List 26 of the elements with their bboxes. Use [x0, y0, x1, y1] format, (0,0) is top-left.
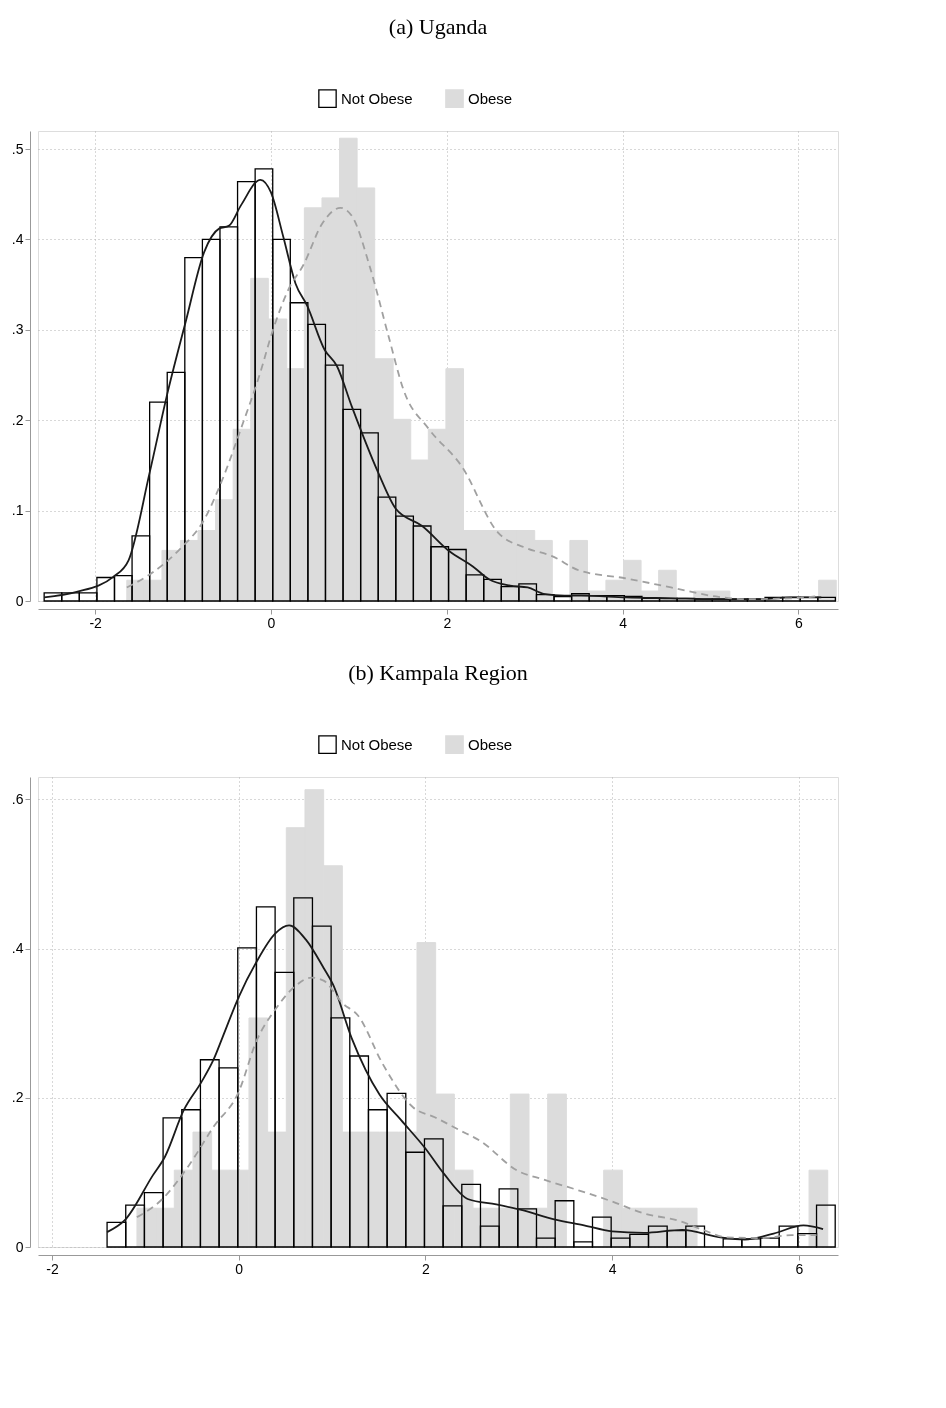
- x-tick-label: 4: [619, 614, 628, 631]
- y-tick-label: .3: [11, 321, 24, 338]
- y-tick-label: 0: [15, 592, 24, 609]
- x-tick-label: -2: [46, 1260, 59, 1277]
- legend-label: Not Obese: [341, 735, 413, 753]
- y-tick-label: .4: [11, 230, 24, 247]
- x-tick-label: 2: [443, 614, 452, 631]
- y-tick-label: .2: [11, 1089, 24, 1106]
- x-tick-label: 6: [795, 614, 804, 631]
- legend-label: Obese: [468, 735, 513, 753]
- x-tick-label: 4: [608, 1260, 617, 1277]
- x-tick-label: 0: [267, 614, 276, 631]
- y-tick-label: .1: [11, 502, 24, 519]
- x-tick-label: 6: [795, 1260, 804, 1277]
- y-tick-label: .4: [11, 940, 24, 957]
- y-tick-label: .6: [11, 790, 24, 807]
- x-tick-label: 0: [235, 1260, 244, 1277]
- x-tick-label: -2: [89, 614, 103, 631]
- x-tick-label: 2: [422, 1260, 430, 1277]
- y-tick-label: .2: [11, 411, 24, 428]
- y-tick-label: 0: [15, 1238, 24, 1255]
- chart-title: (b) Kampala Region: [348, 660, 528, 685]
- y-tick-label: .5: [11, 140, 24, 157]
- legend-label: Obese: [468, 89, 513, 107]
- legend-label: Not Obese: [341, 89, 413, 107]
- chart-title: (a) Uganda: [388, 14, 488, 39]
